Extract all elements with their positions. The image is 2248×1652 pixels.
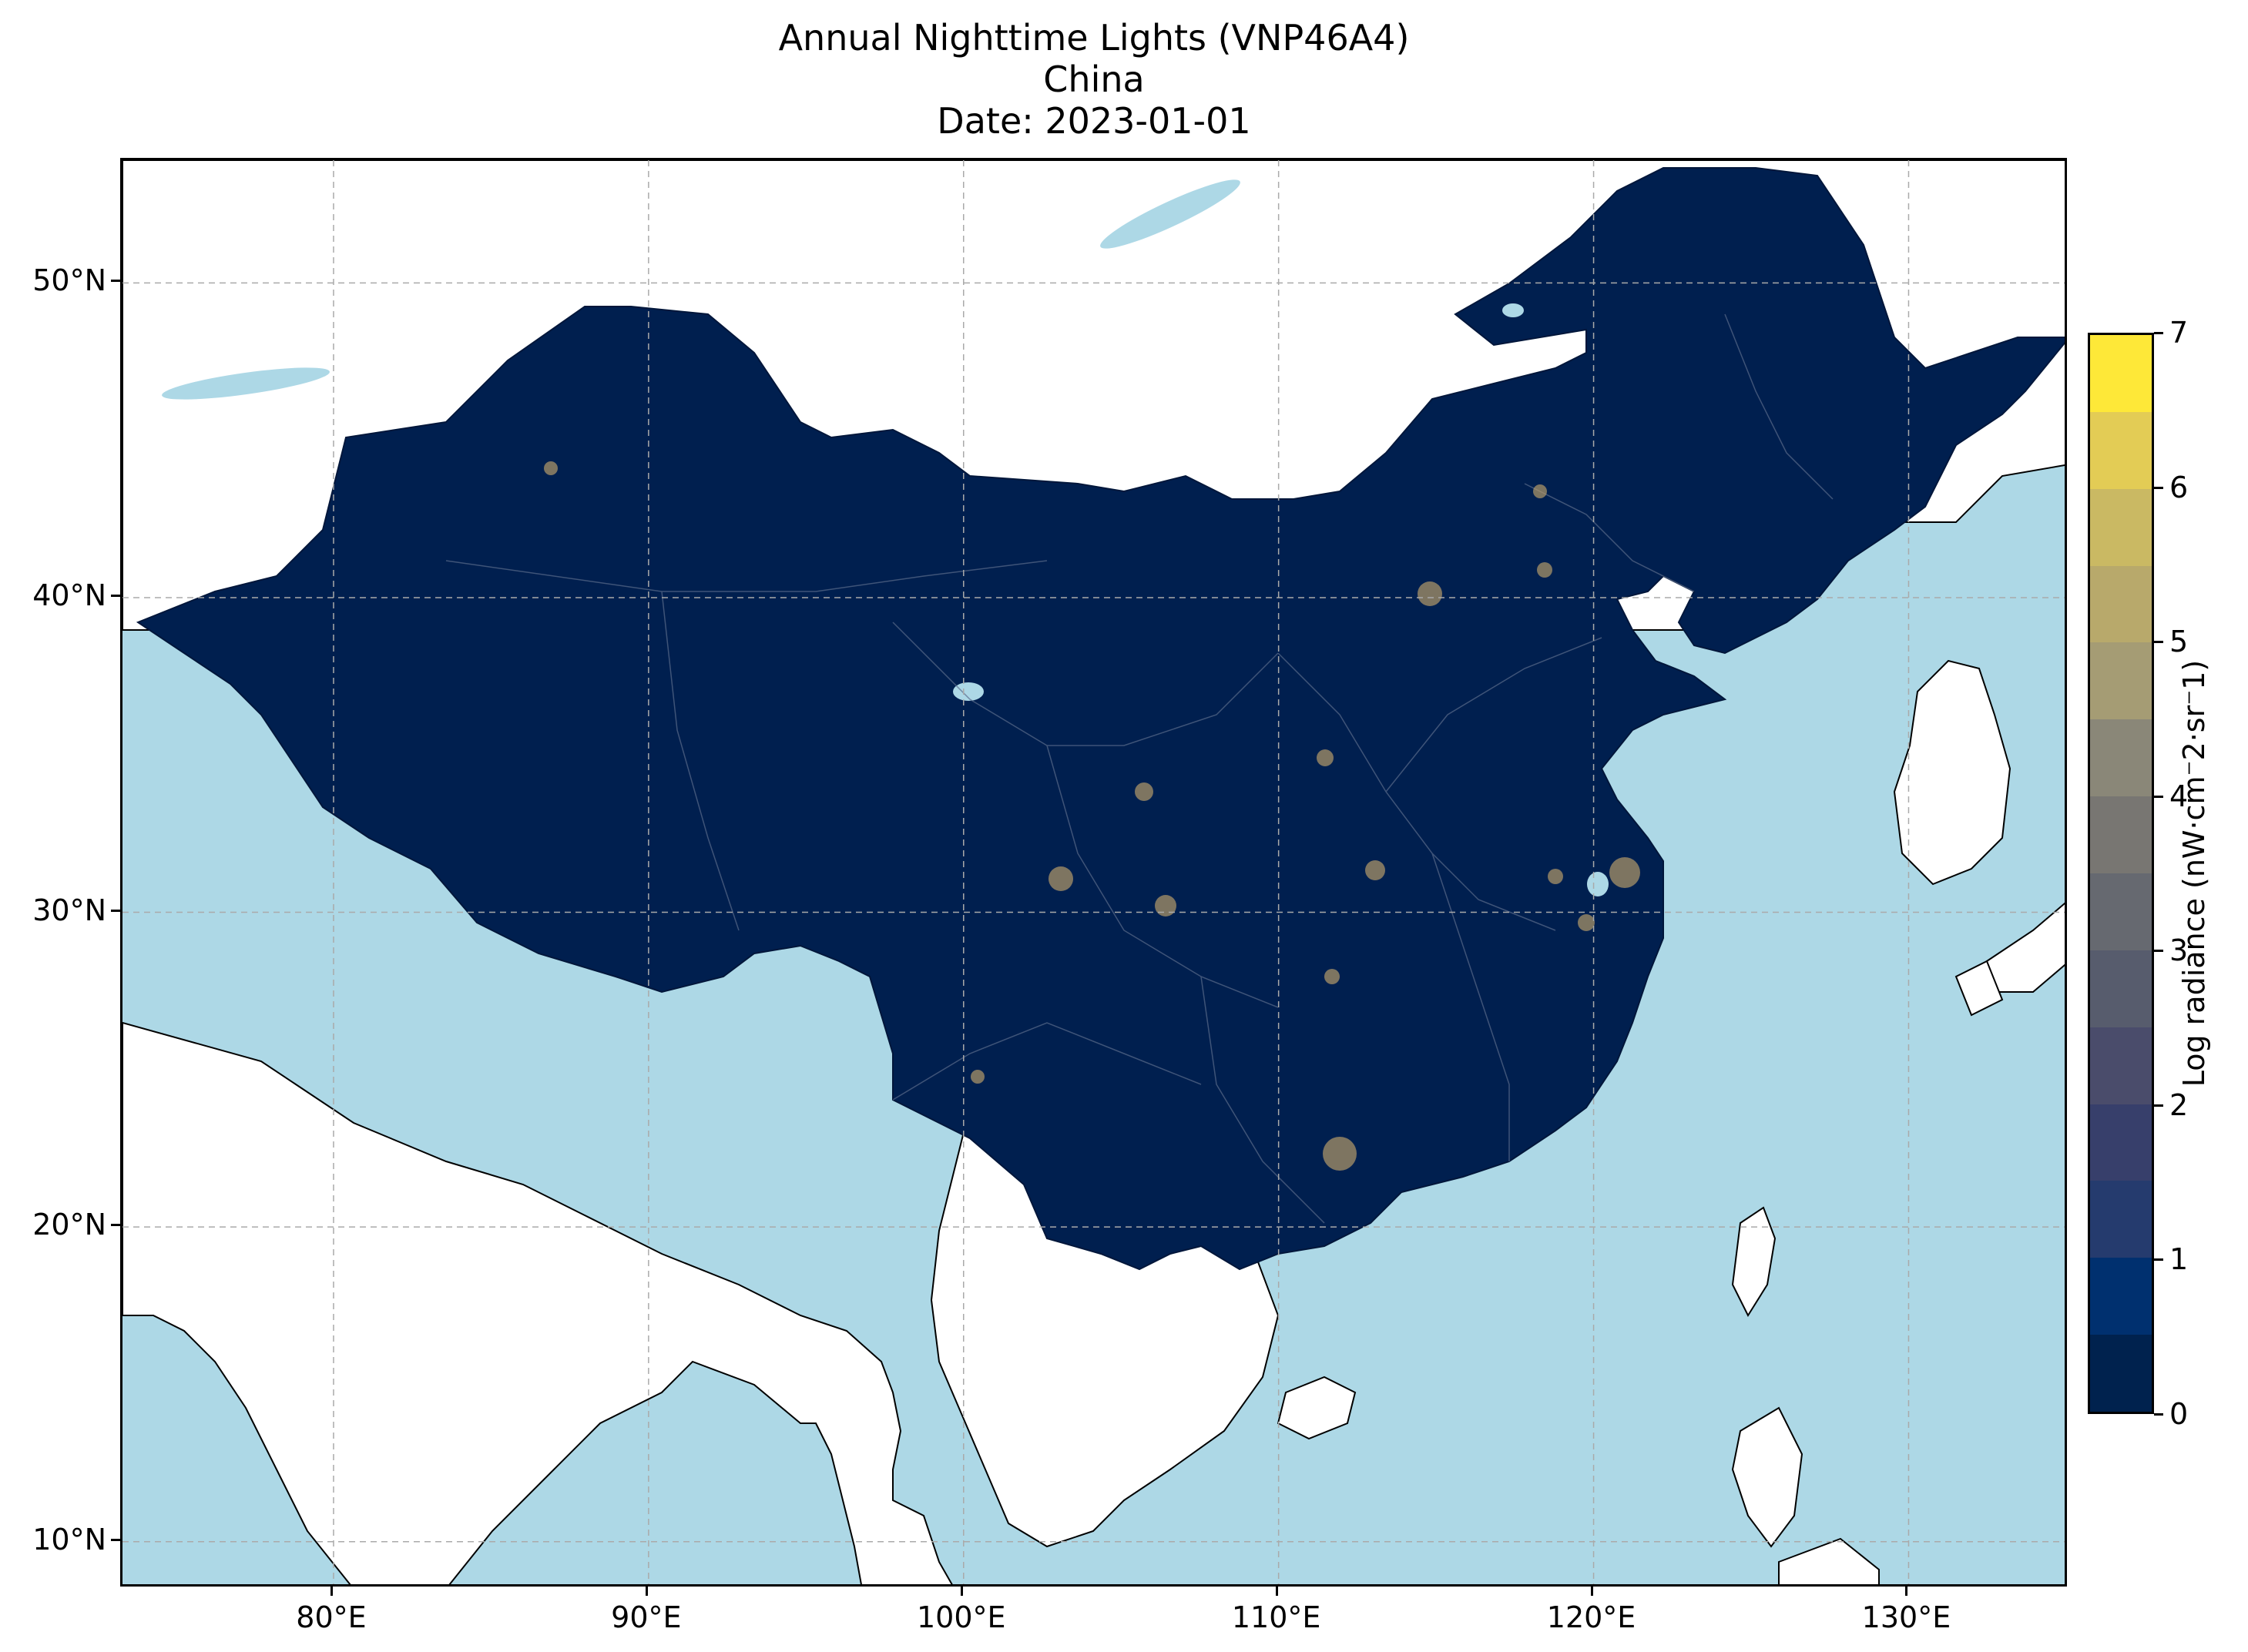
city-lights-layer (544, 461, 1640, 1171)
lake-baikal (1100, 179, 1240, 249)
lat-tick-mark (111, 1224, 120, 1227)
colorbar-tick-mark (2154, 486, 2163, 489)
colorbar-segment (2090, 642, 2152, 720)
land-japan-kyushu (1954, 960, 2004, 1017)
land-taiwan (1731, 1206, 1777, 1318)
land-korea (1893, 659, 2011, 886)
colorbar-segment (2090, 719, 2152, 797)
lat-tick-mark (111, 909, 120, 912)
provincial-borders (445, 313, 1834, 1224)
light-kunming (971, 1070, 985, 1084)
light-beijing (1418, 581, 1442, 606)
light-harbin (1533, 484, 1547, 498)
light-shanghai (1609, 857, 1640, 888)
colorbar-tick-mark (2154, 950, 2163, 953)
colorbar-tick-mark (2154, 1258, 2163, 1262)
colorbar-segment (2090, 796, 2152, 873)
land-japan (1985, 902, 2065, 993)
colorbar-segment (2090, 1027, 2152, 1104)
colorbar-segment (2090, 1335, 2152, 1412)
colorbar-label: Log radiance (nW·cm⁻2·sr⁻1) (2177, 659, 2211, 1087)
colorbar-segment (2090, 1104, 2152, 1181)
lat-tick-label: 50°N (32, 263, 106, 298)
lon-tick-mark (1905, 1587, 1908, 1596)
lat-tick-mark (111, 280, 120, 283)
lon-tick-label: 110°E (1231, 1600, 1321, 1634)
light-xian (1135, 782, 1153, 801)
lake-hulun (1502, 303, 1524, 317)
lon-tick-label: 130°E (1861, 1600, 1951, 1634)
colorbar-segment (2090, 950, 2152, 1027)
light-changsha (1324, 969, 1340, 984)
light-chongqing (1155, 895, 1176, 916)
lon-tick-label: 80°E (296, 1600, 367, 1634)
lat-tick-label: 10°N (32, 1522, 106, 1556)
land-philippines (1731, 1406, 1803, 1548)
colorbar-tick-label: 0 (2169, 1397, 2189, 1431)
graticule (122, 160, 2065, 1584)
colorbar-tick-label: 1 (2169, 1242, 2189, 1277)
colorbar-tick-label: 2 (2169, 1087, 2189, 1122)
colorbar (2088, 333, 2154, 1414)
light-wuhan (1365, 860, 1385, 880)
colorbar-segment (2090, 565, 2152, 643)
lat-tick-mark (111, 594, 120, 597)
title-line-3: Date: 2023-01-01 (937, 100, 1251, 142)
light-urumqi (544, 461, 558, 475)
title-line-2: China (1043, 59, 1145, 100)
colorbar-tick-label: 7 (2169, 316, 2189, 350)
colorbar-tick-mark (2154, 1413, 2163, 1416)
land-south-asia (122, 1021, 953, 1584)
colorbar-segment (2090, 411, 2152, 489)
lat-tick-label: 40°N (32, 578, 106, 612)
lat-tick-label: 30°N (32, 893, 106, 927)
colorbar-segment (2090, 1181, 2152, 1258)
lon-tick-mark (1590, 1587, 1593, 1596)
land-philippines-south (1778, 1537, 1880, 1584)
lon-tick-mark (645, 1587, 648, 1596)
colorbar-tick-mark (2154, 641, 2163, 644)
colorbar-tick-mark (2154, 1104, 2163, 1107)
light-shenyang (1537, 562, 1552, 578)
lon-tick-label: 120°E (1546, 1600, 1636, 1634)
colorbar-segment (2090, 873, 2152, 950)
map-canvas (122, 160, 2065, 1584)
colorbar-segment (2090, 1258, 2152, 1335)
lat-tick-mark (111, 1538, 120, 1541)
light-guangzhou (1323, 1137, 1357, 1171)
light-zhengzhou (1317, 749, 1334, 766)
colorbar-tick-label: 4 (2169, 779, 2189, 813)
land-hainan (1277, 1376, 1357, 1440)
colorbar-tick-label: 3 (2169, 933, 2189, 968)
map-title: Annual Nighttime Lights (VNP46A4) China … (0, 17, 2188, 142)
colorbar-tick-mark (2154, 332, 2163, 334)
colorbar-tick-label: 6 (2169, 470, 2189, 504)
colorbar-tick-mark (2154, 795, 2163, 798)
lake-qinghai (953, 682, 984, 701)
colorbar-segment (2090, 334, 2152, 412)
light-chengdu (1049, 866, 1073, 891)
lon-tick-mark (1275, 1587, 1278, 1596)
title-line-1: Annual Nighttime Lights (VNP46A4) (778, 17, 1410, 59)
colorbar-tick-label: 5 (2169, 625, 2189, 659)
lat-tick-label: 20°N (32, 1208, 106, 1242)
lon-tick-mark (960, 1587, 963, 1596)
light-nanjing (1548, 869, 1563, 884)
lon-tick-label: 90°E (611, 1600, 682, 1634)
light-hangzhou (1578, 914, 1595, 931)
lon-tick-mark (330, 1587, 333, 1596)
lon-tick-label: 100°E (916, 1600, 1006, 1634)
map-panel[interactable] (120, 158, 2067, 1587)
colorbar-segment (2090, 488, 2152, 566)
lake-balkhash (162, 367, 330, 400)
lakes-layer (162, 179, 1609, 896)
lake-taihu (1587, 872, 1609, 896)
